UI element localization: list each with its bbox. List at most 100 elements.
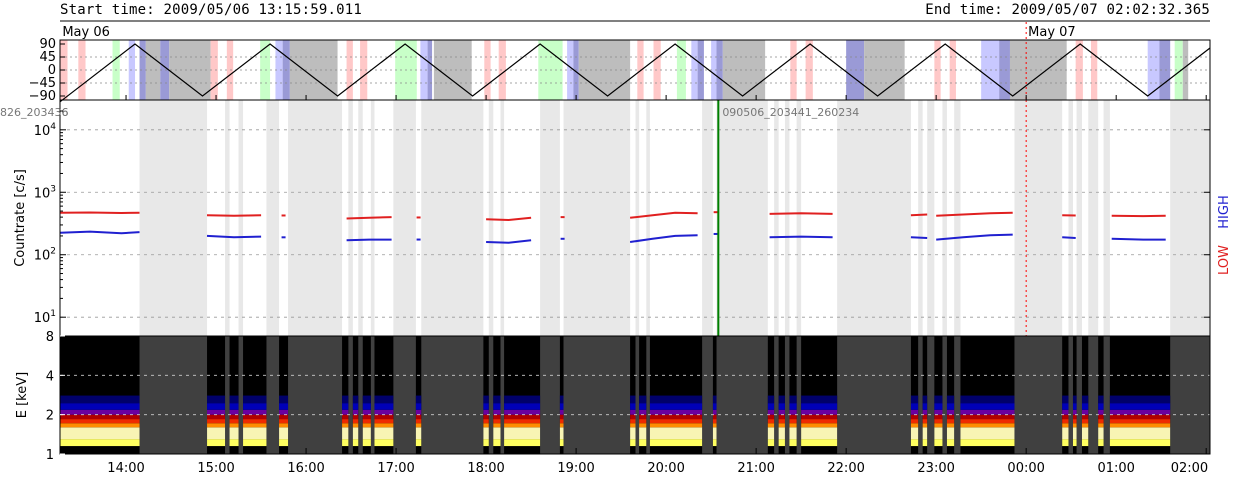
series-high-line — [1111, 237, 1166, 241]
orbit-ytick-label: 90 — [39, 37, 56, 52]
data-gap-shading — [716, 100, 768, 336]
spectrogram-energy-band — [649, 414, 703, 420]
series-high-line — [629, 234, 698, 243]
spectrogram-energy-band — [639, 439, 647, 447]
spectrogram-energy-band — [493, 414, 501, 420]
spectrogram-data-block — [778, 336, 785, 454]
orbit-band-darkblue — [1159, 40, 1171, 100]
rate-ytick-label: 102 — [34, 247, 56, 264]
spectrogram-data-block — [639, 336, 647, 454]
series-high-line — [1062, 236, 1076, 239]
series-high-line — [910, 236, 928, 239]
spectrogram-data-block — [415, 336, 422, 454]
spectrogram-energy-band — [504, 419, 541, 424]
x-tick-label: 21:00 — [737, 461, 774, 476]
spectrogram-energy-band — [342, 419, 349, 424]
spectrogram-energy-band — [243, 395, 267, 404]
orbit-band-red — [498, 40, 506, 100]
spectrogram-energy-band — [922, 414, 928, 420]
spectrogram-energy-band — [279, 409, 289, 415]
spectrogram-data-block — [352, 336, 359, 454]
spectrogram-energy-band — [1062, 414, 1069, 420]
spectrogram-energy-band — [1072, 439, 1077, 447]
spectrogram-energy-band — [778, 414, 785, 420]
spectrogram-energy-band — [910, 439, 919, 447]
spectrogram-energy-band — [342, 395, 349, 404]
spectrogram-energy-band — [1109, 414, 1171, 420]
x-tick-label: 00:00 — [1007, 461, 1044, 476]
spectrogram-energy-band — [1098, 427, 1104, 440]
spectrogram-energy-band — [1098, 439, 1104, 447]
spectrogram-energy-band — [243, 439, 267, 447]
spectrogram-energy-band — [483, 439, 489, 447]
spectrogram-energy-band — [946, 409, 955, 415]
spectrogram-energy-band — [1109, 439, 1171, 447]
spectrogram-energy-band — [778, 419, 785, 424]
spectrogram-energy-band — [374, 395, 394, 404]
spectrogram-energy-band — [934, 409, 943, 415]
spectrogram-energy-band — [767, 395, 775, 404]
series-low-line — [60, 211, 140, 215]
spectrogram-energy-band — [934, 414, 943, 420]
spectrogram-energy-band — [960, 395, 1015, 404]
spectrogram-energy-band — [1072, 409, 1077, 415]
spectrogram-energy-band — [960, 403, 1015, 410]
spectrogram-energy-band — [229, 439, 239, 447]
spectrogram-energy-band — [229, 423, 239, 428]
spectrogram-energy-band — [778, 403, 785, 410]
spec-ylabel: E [keV] — [15, 372, 30, 418]
spectrogram-energy-band — [801, 439, 838, 447]
spectrogram-energy-band — [415, 395, 422, 404]
spectrogram-energy-band — [229, 427, 239, 440]
spectrogram-energy-band — [207, 409, 226, 415]
orbit-ytick-label: −45 — [29, 76, 56, 91]
rate-ytick-label: 103 — [34, 184, 56, 201]
spectrogram-energy-band — [1072, 395, 1077, 404]
spectrogram-energy-band — [630, 403, 636, 410]
data-gap-shading — [702, 100, 713, 336]
data-gap-shading — [927, 100, 935, 336]
event-annotation: 090506_203441_260234 — [722, 106, 859, 119]
orbit-ytick-label: 45 — [39, 50, 56, 65]
spectrogram-energy-band — [1098, 395, 1104, 404]
series-low-line — [769, 212, 833, 215]
spectrogram-energy-band — [767, 403, 775, 410]
spectrogram-energy-band — [483, 403, 489, 410]
spectrogram-energy-band — [946, 395, 955, 404]
series-high-line — [486, 239, 532, 244]
spectrogram-energy-band — [789, 427, 797, 440]
data-gap-shading — [238, 100, 244, 336]
data-gap-shading — [421, 100, 484, 336]
spectrogram-energy-band — [1072, 423, 1077, 428]
orbit-band-blue — [1147, 40, 1160, 100]
series-high-line — [769, 235, 833, 239]
spectrogram-data-block — [1062, 336, 1069, 454]
spectrogram-energy-band — [60, 427, 140, 440]
spectrogram-energy-band — [1109, 423, 1171, 428]
spectrogram-energy-band — [649, 395, 703, 404]
spectrogram-energy-band — [352, 414, 359, 420]
spectrogram-energy-band — [789, 439, 797, 447]
rate-ylabel: Countrate [c/s] — [13, 169, 28, 267]
spectrogram-energy-band — [342, 423, 349, 428]
orbit-band-blue — [420, 40, 428, 100]
spectrogram-energy-band — [934, 427, 943, 440]
spectrogram-energy-band — [229, 403, 239, 410]
spectrogram-energy-band — [60, 395, 140, 404]
orbit-band-darkblue — [716, 40, 723, 100]
spectrogram-energy-band — [352, 423, 359, 428]
spectrogram-energy-band — [1081, 403, 1089, 410]
spectrogram-energy-band — [559, 423, 564, 428]
spectrogram-energy-band — [279, 423, 289, 428]
spectrogram-energy-band — [1062, 403, 1069, 410]
spectrogram-energy-band — [639, 419, 647, 424]
spectrogram-energy-band — [415, 414, 422, 420]
data-gap-shading — [1103, 100, 1110, 336]
spectrogram-energy-band — [767, 427, 775, 440]
spectrogram-energy-band — [483, 419, 489, 424]
spectrogram-data-block — [559, 336, 564, 454]
spectrogram-energy-band — [342, 403, 349, 410]
spectrogram-energy-band — [229, 395, 239, 404]
